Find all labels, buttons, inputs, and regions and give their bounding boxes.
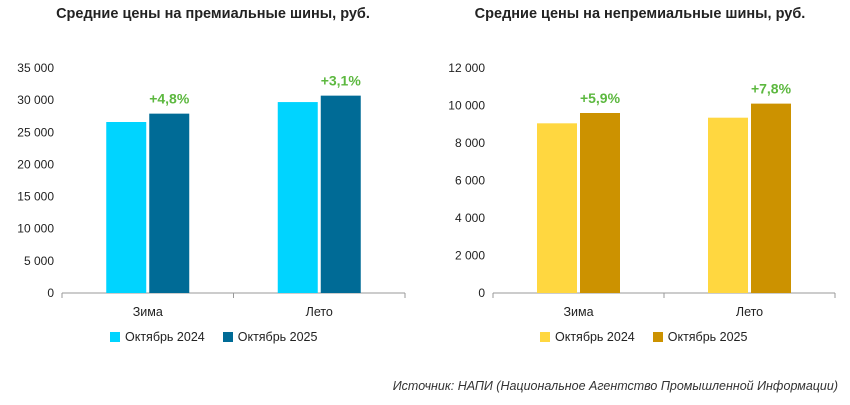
y-tick-label: 2 000 <box>455 249 485 263</box>
y-tick-label: 6 000 <box>455 174 485 188</box>
data-label: +4,8% <box>149 91 190 107</box>
premium-tires-chart: 0 5 000 10 000 15 000 20 000 25 000 30 000 35 0… <box>17 61 406 319</box>
bar <box>580 113 620 293</box>
y-tick-label: 5 000 <box>24 254 54 268</box>
y-tick-label: 0 <box>47 286 54 300</box>
y-tick-label: 10 000 <box>448 99 485 113</box>
bar <box>106 122 147 293</box>
category-label: Лето <box>306 305 333 319</box>
data-label: +5,9% <box>580 90 621 106</box>
category-label: Зима <box>563 305 593 319</box>
y-tick-label: 25 000 <box>17 125 54 139</box>
y-tick-label: 4 000 <box>455 211 485 225</box>
legend-label: Октябрь 2024 <box>125 330 205 344</box>
source-note: Источник: НАПИ (Национальное Агентство П… <box>392 379 838 393</box>
legend-swatch <box>652 332 663 342</box>
nonpremium-tires-chart: 0 2 000 4 000 6 000 8 000 10 000 12 000 Зима +5,… <box>448 61 836 319</box>
legend-item-2025: Октябрь 2025 <box>652 330 748 344</box>
legend-swatch <box>110 332 120 342</box>
legend-premium: Октябрь 2024 Октябрь 2025 <box>110 330 317 344</box>
category-label: Зима <box>133 305 163 319</box>
legend-label: Октябрь 2024 <box>555 330 635 344</box>
y-tick-label: 12 000 <box>448 61 485 75</box>
y-tick-label: 20 000 <box>17 157 54 171</box>
legend-item-2024: Октябрь 2024 <box>540 330 635 344</box>
bar <box>537 123 577 293</box>
bar <box>708 117 748 293</box>
category-label: Лето <box>736 305 763 319</box>
legend-label: Октябрь 2025 <box>667 330 748 344</box>
bar <box>751 103 791 293</box>
legend-item-2024: Октябрь 2024 <box>110 330 205 344</box>
legend-swatch <box>540 332 550 342</box>
y-tick-label: 35 000 <box>17 61 54 75</box>
legend-label: Октябрь 2025 <box>237 330 318 344</box>
y-tick-label: 30 000 <box>17 93 54 107</box>
y-tick-label: 10 000 <box>17 222 54 236</box>
y-tick-label: 0 <box>478 286 485 300</box>
bar <box>277 102 318 293</box>
bar <box>149 113 190 294</box>
legend-swatch <box>222 332 233 342</box>
chart-title-premium: Средние цены на премиальные шины, руб. <box>56 6 370 22</box>
legend-item-2025: Октябрь 2025 <box>222 330 318 344</box>
chart-title-nonpremium: Средние цены на непремиальные шины, руб. <box>474 6 806 22</box>
bar <box>320 95 361 294</box>
y-tick-label: 15 000 <box>17 190 54 204</box>
data-label: +7,8% <box>751 81 792 97</box>
y-tick-label: 8 000 <box>455 136 485 150</box>
legend-nonpremium: Октябрь 2024 Октябрь 2025 <box>540 330 747 344</box>
data-label: +3,1% <box>321 73 362 89</box>
